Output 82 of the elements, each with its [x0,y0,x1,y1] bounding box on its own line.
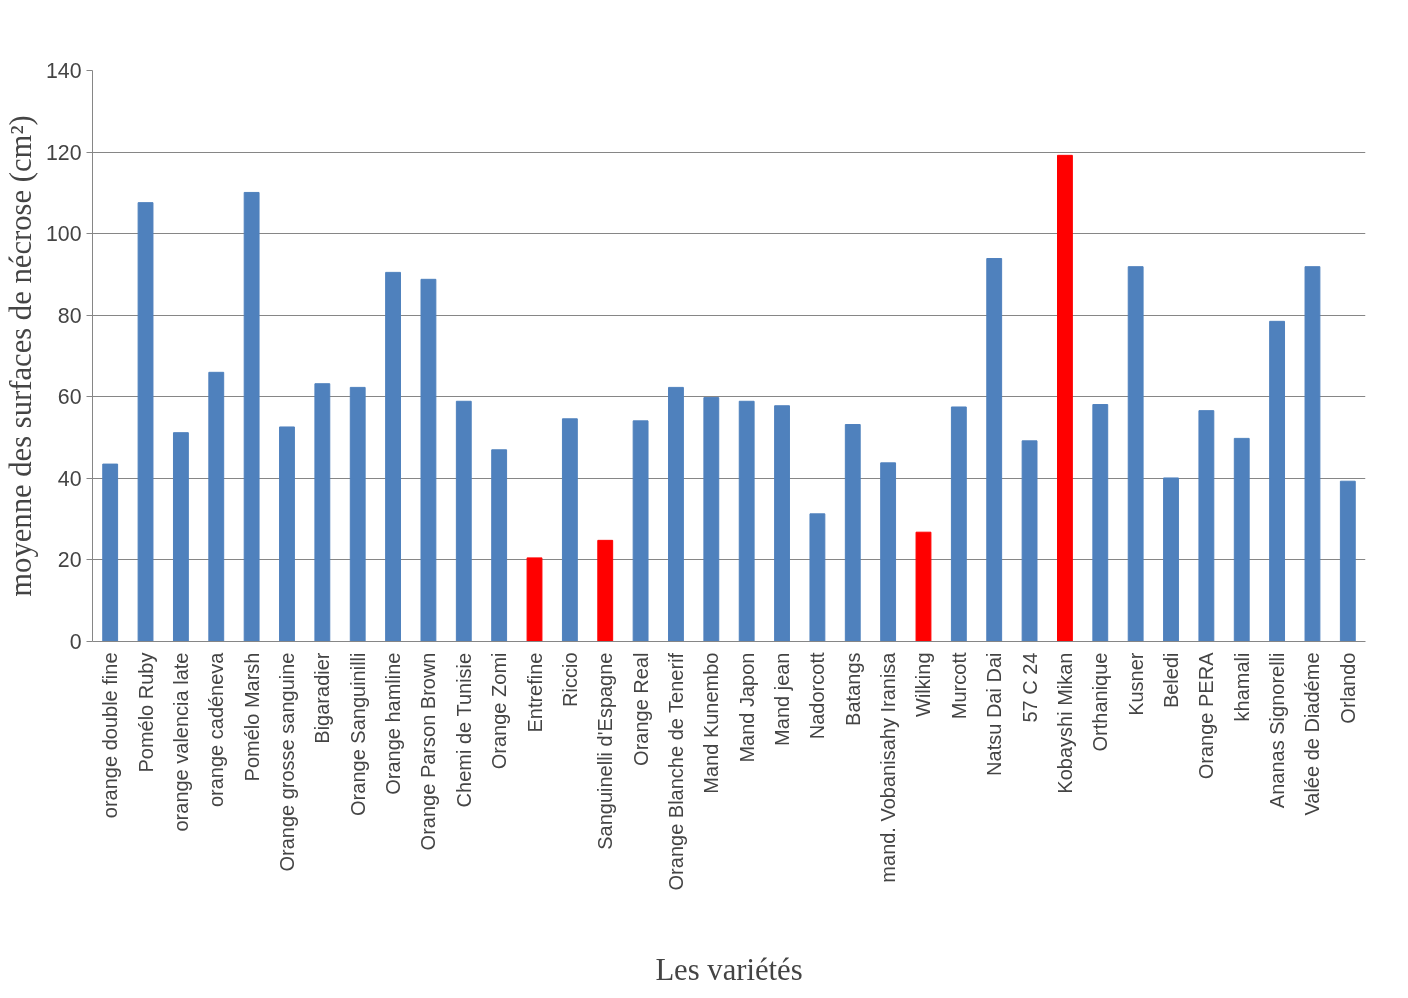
x-tick-label: Orange Sanguinilli [346,652,369,816]
bar [561,418,578,642]
bar [349,386,366,642]
x-tick-label: Riccio [558,652,581,707]
y-tick-label: 140 [45,59,82,83]
y-tick-label: 60 [57,385,82,410]
x-tick-label: Valée de Diadéme [1301,652,1324,816]
bar [1233,437,1250,642]
x-tick-label: Mand jean [771,652,794,746]
bar [950,406,967,642]
x-tick-label: Entrefine [523,652,546,733]
y-axis-title: moyenne des surfaces de nécrose (cm²) [3,115,38,597]
bar [1304,266,1321,642]
x-tick-label: 57 C 24 [1018,652,1041,723]
x-tick-label: Orange hamline [382,652,405,795]
bar [1339,480,1356,642]
bar [491,449,508,642]
x-tick-label: Kobayshi Mikan [1053,652,1076,794]
bar [172,432,189,642]
x-tick-label: orange double fine [99,652,122,819]
x-tick-label: Natsu Dai Dai [983,652,1006,776]
x-axis-title: Les variétés [655,953,803,988]
bar [1269,320,1286,642]
x-tick-label: mand. Vobanisahy Iranisa [877,651,900,883]
bar [597,539,614,642]
x-tick-label: Kusner [1124,652,1147,716]
x-tick-label: Batangs [841,652,864,726]
x-tick-label: Chemi de Tunisie [452,652,475,808]
bar [809,513,826,642]
bar [986,258,1003,642]
bar [774,405,790,642]
bar [668,386,684,642]
bar [1127,266,1144,642]
x-tick-label: khamali [1230,652,1253,722]
x-tick-label: Orthanique [1089,652,1112,752]
bar [208,371,225,642]
bar [1057,154,1073,642]
x-tick-label: Orange Blanche de Tenerif [664,652,687,891]
bar [1092,404,1109,642]
x-tick-label: Mand Kunembo [700,652,723,794]
x-tick-label: Mand Japon [735,652,758,763]
bar [526,557,543,642]
x-tick-label: Nadorcott [806,652,829,740]
y-tick-label: 40 [57,466,82,491]
bar [420,278,437,642]
x-tick-label: Pomélo Marsh [240,652,263,782]
bar [915,531,932,642]
bar [243,191,260,642]
y-tick-label: 100 [45,222,82,247]
bar [137,202,154,642]
x-tick-label: Beledi [1160,652,1183,709]
x-tick-label: Orange grosse sanguine [275,652,298,872]
bar [880,462,897,642]
bar [1163,477,1179,642]
x-tick-label: Orange Parson Brown [417,652,440,851]
x-tick-label: Orange Zomi [488,652,511,770]
y-tick-label: 120 [45,140,82,165]
bar [844,424,861,642]
bar [1021,440,1038,642]
bar [738,400,755,642]
bar [102,463,119,642]
y-tick-label: 0 [69,630,82,654]
x-tick-label: Ananas Signorelli [1266,652,1289,809]
bar [385,271,401,642]
x-tick-label: Orange Real [629,652,652,766]
x-tick-label: Orlando [1336,652,1359,724]
bar [279,426,295,642]
x-tick-label: Pomélo Ruby [134,652,157,773]
bar [632,420,649,642]
bar [314,383,331,642]
x-tick-label: Wilking [912,652,935,717]
x-tick-label: Orange PERA [1195,651,1218,780]
y-tick-label: 20 [57,548,82,573]
x-tick-label: orange valencia late [169,652,192,832]
bar [1198,410,1215,642]
x-tick-label: Sanguinelli d'Espagne [594,652,617,850]
bar [703,397,720,642]
x-tick-label: Bigaradier [311,652,334,744]
x-tick-label: orange cadéneva [205,651,228,808]
y-tick-label: 80 [57,303,82,328]
x-tick-label: Murcott [947,652,970,720]
bar [455,400,472,642]
